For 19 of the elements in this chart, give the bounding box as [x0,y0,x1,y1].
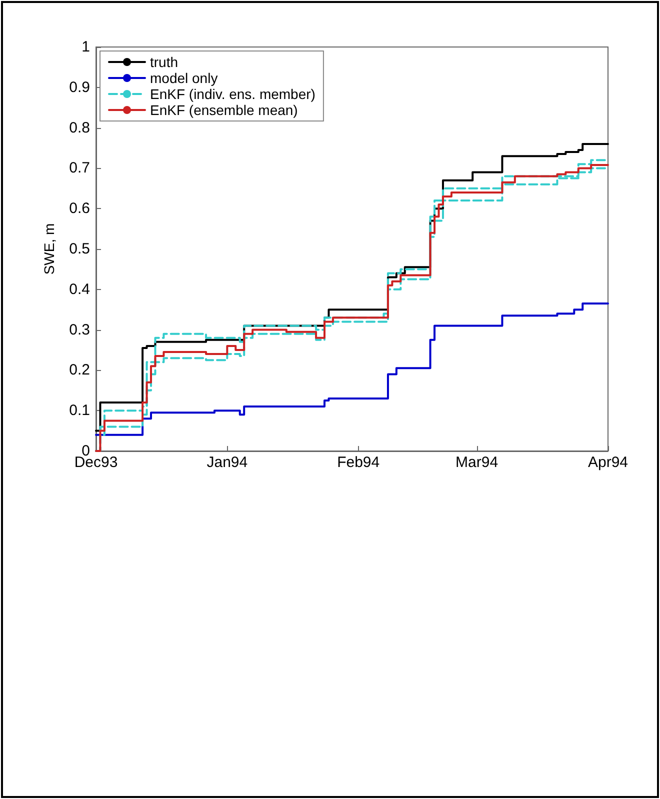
y-tick-label: 0.6 [69,200,90,218]
y-tick-label: 1 [82,38,90,56]
y-axis-title: SWE, m [41,223,57,275]
x-tick-label: Feb94 [337,454,380,471]
y-tick-label: 0.5 [69,240,90,258]
x-tick-label: Apr94 [588,454,628,471]
y-tick-label: 0.2 [69,362,90,379]
y-tick-label: 0.3 [69,321,90,338]
y-tick-label: 0.1 [69,402,90,420]
y-tick-label: 0.9 [69,78,90,96]
legend-label: EnKF (indiv. ens. member) [150,86,316,102]
y-tick-label: 0.7 [69,160,90,177]
y-tick-label: 0.8 [69,119,90,136]
x-tick-label: Jan94 [206,454,248,471]
y-tick-label: 0.4 [69,280,90,298]
legend-label: truth [150,54,178,70]
legend-label: EnKF (ensemble mean) [150,102,298,118]
x-tick-label: Mar94 [456,454,498,471]
legend-label: model only [150,70,218,86]
